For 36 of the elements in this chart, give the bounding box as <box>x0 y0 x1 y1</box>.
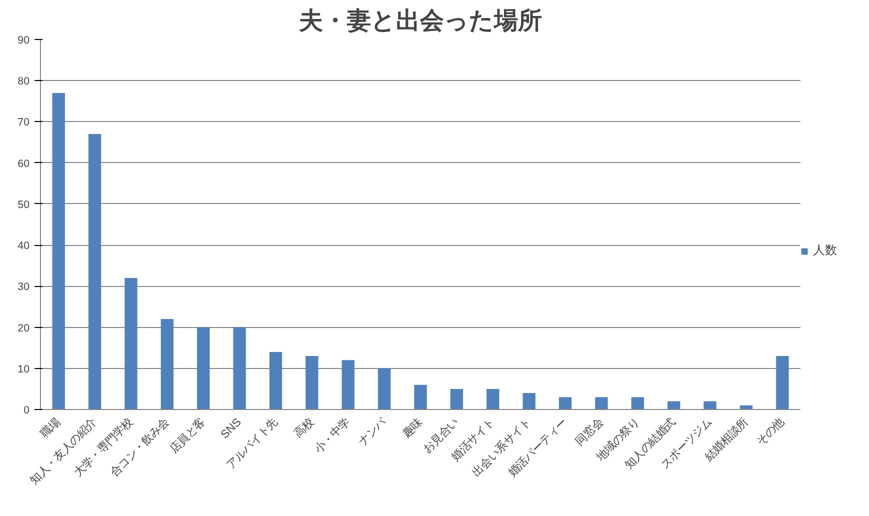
y-tick-label: 0 <box>24 404 30 416</box>
x-tick-label: その他 <box>754 416 787 448</box>
x-tick-label: ナンパ <box>356 416 390 448</box>
y-tick-label: 20 <box>18 322 30 334</box>
bar <box>668 401 680 410</box>
bar <box>776 356 789 410</box>
y-tick-label: 80 <box>18 76 30 88</box>
legend-label: 人数 <box>813 242 837 259</box>
chart-title: 夫・妻と出会った場所 <box>298 8 542 34</box>
bar <box>269 352 282 410</box>
bar <box>342 360 354 410</box>
y-tick-label: 10 <box>18 363 30 376</box>
bar <box>522 393 536 410</box>
y-tick-label: 90 <box>18 34 30 46</box>
y-tick-label: 50 <box>18 198 30 211</box>
y-tick-label: 30 <box>18 281 30 294</box>
y-tick-label: 40 <box>18 240 30 252</box>
bar <box>306 356 318 410</box>
bar <box>704 401 716 410</box>
bar <box>160 319 174 410</box>
bar <box>558 397 572 410</box>
bar <box>88 134 102 410</box>
bar <box>197 327 210 410</box>
bar <box>486 388 500 410</box>
bar <box>631 397 644 410</box>
bar <box>414 384 427 410</box>
bar <box>595 397 608 410</box>
bar <box>124 278 138 410</box>
y-tick-label: 70 <box>18 116 30 129</box>
bar <box>450 388 464 410</box>
bar <box>233 327 246 410</box>
x-tick-label: 趣味 <box>400 416 425 440</box>
bar <box>378 368 391 410</box>
y-tick-label: 60 <box>18 158 30 170</box>
x-tick-label: 職場 <box>38 416 63 440</box>
bar <box>52 92 65 410</box>
